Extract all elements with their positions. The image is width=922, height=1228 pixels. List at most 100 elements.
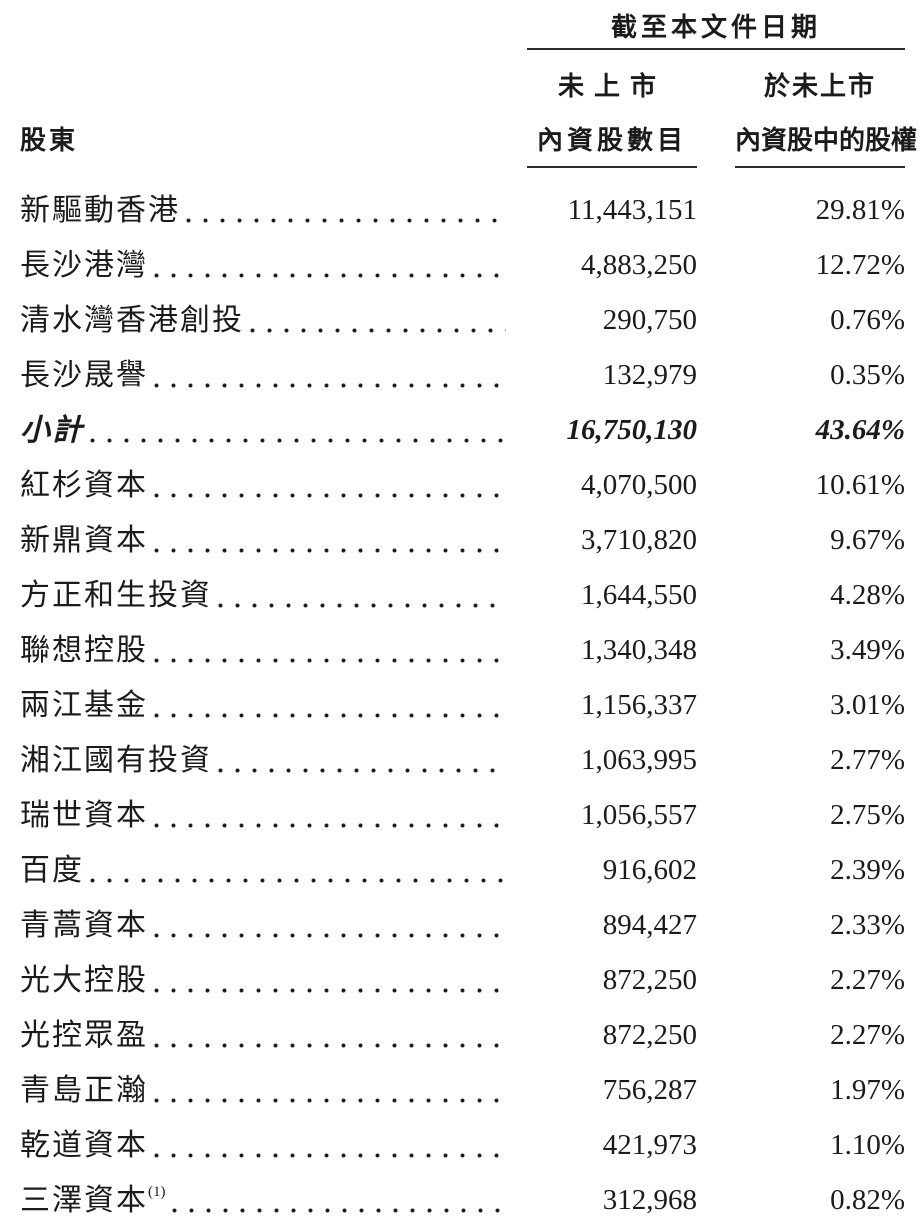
shareholder-name: 長沙港灣 [20, 248, 148, 282]
table-row: 清水灣香港創投 290,750 0.76% [20, 293, 905, 348]
shareholder-col-header: 股東 [20, 126, 79, 155]
dot-leader [154, 987, 506, 993]
shareholder-name-cell: 方正和生投資 [20, 578, 510, 614]
table-row: 兩江基金 1,156,337 3.01% [20, 678, 905, 733]
shares-col-header-line2: 內資股數目 [527, 124, 697, 168]
dot-leader [154, 1152, 506, 1158]
shareholder-name: 長沙晟譽 [20, 358, 148, 392]
table-row: 長沙港灣 4,883,250 12.72% [20, 238, 905, 293]
shares-value: 132,979 [602, 359, 697, 391]
shares-value: 1,056,557 [581, 799, 697, 831]
shareholder-name: 新鼎資本 [20, 523, 148, 557]
dot-leader [250, 327, 506, 333]
ownership-col-header-line1: 於未上市 [763, 72, 876, 101]
ownership-value: 3.49% [830, 634, 905, 666]
shares-value: 4,883,250 [581, 249, 697, 281]
shareholder-name: 光大控股 [20, 963, 148, 997]
shares-value: 1,156,337 [581, 689, 697, 721]
shareholder-name: 乾道資本 [20, 1128, 148, 1162]
shareholder-name: 青島正瀚 [20, 1073, 148, 1107]
ownership-col-header-line2: 內資股中的股權 [735, 124, 917, 168]
table-row: 瑞世資本 1,056,557 2.75% [20, 788, 905, 843]
shares-value: 1,340,348 [581, 634, 697, 666]
shareholder-name-cell: 長沙港灣 [20, 248, 510, 284]
shareholder-name-cell: 三澤資本 (1) [20, 1183, 510, 1219]
dot-leader [154, 657, 506, 663]
ownership-value: 0.35% [830, 359, 905, 391]
shareholder-name-cell: 清水灣香港創投 [20, 303, 510, 339]
table-row: 聯想控股 1,340,348 3.49% [20, 623, 905, 678]
shareholder-name: 紅杉資本 [20, 468, 148, 502]
shares-value: 312,968 [602, 1184, 697, 1216]
shares-value: 1,644,550 [581, 579, 697, 611]
dot-leader [154, 492, 506, 498]
ownership-value: 2.33% [830, 909, 905, 941]
column-span-header: 截至本文件日期 [610, 13, 821, 42]
shareholder-name-cell: 光大控股 [20, 963, 510, 999]
shareholder-name-cell: 新驅動香港 [20, 193, 510, 229]
shareholder-name-cell: 光控眾盈 [20, 1018, 510, 1054]
ownership-value: 2.27% [830, 1019, 905, 1051]
shareholder-name: 小計 [20, 413, 84, 447]
dot-leader [218, 767, 506, 773]
table-row: 長沙晟譽 132,979 0.35% [20, 348, 905, 403]
shares-value: 421,973 [602, 1129, 697, 1161]
shareholder-name-cell: 乾道資本 [20, 1128, 510, 1164]
shareholder-name: 湘江國有投資 [20, 743, 212, 777]
shareholder-name-cell: 兩江基金 [20, 688, 510, 724]
shareholder-name-cell: 長沙晟譽 [20, 358, 510, 394]
table-row: 百度 916,602 2.39% [20, 843, 905, 898]
footnote-marker: (1) [148, 1183, 166, 1200]
shareholder-name-cell: 小計 [20, 413, 510, 449]
shareholder-name: 三澤資本 [20, 1183, 148, 1217]
shares-value: 916,602 [602, 854, 697, 886]
shares-value: 872,250 [602, 1019, 697, 1051]
dot-leader [154, 932, 506, 938]
shares-value: 16,750,130 [566, 414, 698, 446]
dot-leader [154, 712, 506, 718]
shareholder-name-cell: 青島正瀚 [20, 1073, 510, 1109]
table-row: 湘江國有投資 1,063,995 2.77% [20, 733, 905, 788]
ownership-value: 10.61% [815, 469, 905, 501]
dot-leader [186, 217, 506, 223]
shareholder-name: 聯想控股 [20, 633, 148, 667]
dot-leader [154, 547, 506, 553]
ownership-value: 12.72% [815, 249, 905, 281]
dot-leader [154, 822, 506, 828]
ownership-value: 2.39% [830, 854, 905, 886]
dot-leader [154, 1097, 506, 1103]
header-spacer [20, 70, 527, 104]
shares-col-header-line1: 未上市 [557, 72, 666, 101]
header-top-rule [527, 48, 905, 50]
column-headers-line2: 股東 內資股數目 內資股中的股權 [20, 124, 917, 168]
shareholder-name: 青蒿資本 [20, 908, 148, 942]
shareholder-table-body: 新驅動香港 11,443,151 29.81% 長沙港灣 4,883,250 1… [20, 183, 905, 1228]
dot-leader [90, 437, 506, 443]
shareholder-name: 新驅動香港 [20, 193, 180, 227]
shares-value: 290,750 [602, 304, 697, 336]
table-row: 乾道資本 421,973 1.10% [20, 1118, 905, 1173]
ownership-value: 0.76% [830, 304, 905, 336]
ownership-value: 2.75% [830, 799, 905, 831]
shares-value: 894,427 [602, 909, 697, 941]
shares-value: 11,443,151 [567, 194, 697, 226]
dot-leader [154, 272, 506, 278]
dot-leader [154, 1042, 506, 1048]
ownership-value: 1.10% [830, 1129, 905, 1161]
ownership-value: 29.81% [815, 194, 905, 226]
shares-value: 3,710,820 [581, 524, 697, 556]
table-row: 光控眾盈 872,250 2.27% [20, 1008, 905, 1063]
dot-leader [218, 602, 506, 608]
shareholder-name-cell: 新鼎資本 [20, 523, 510, 559]
shareholder-name: 光控眾盈 [20, 1018, 148, 1052]
shareholder-name-cell: 聯想控股 [20, 633, 510, 669]
ownership-value: 4.28% [830, 579, 905, 611]
table-row: 新鼎資本 3,710,820 9.67% [20, 513, 905, 568]
dot-leader [171, 1207, 506, 1213]
table-row: 三澤資本 (1) 312,968 0.82% [20, 1173, 905, 1228]
shareholder-name: 方正和生投資 [20, 578, 212, 612]
shareholder-name: 兩江基金 [20, 688, 148, 722]
shareholder-name-cell: 湘江國有投資 [20, 743, 510, 779]
shareholder-name: 瑞世資本 [20, 798, 148, 832]
